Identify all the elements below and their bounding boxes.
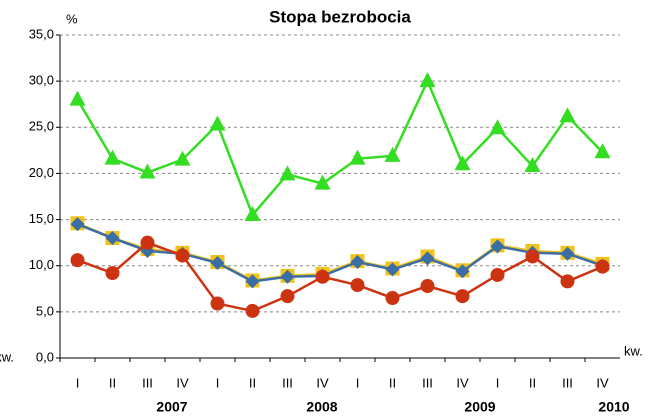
data-point <box>140 235 155 250</box>
data-point <box>455 289 470 304</box>
year-label: 2007 <box>156 399 187 415</box>
data-point <box>245 303 260 318</box>
series-line <box>77 223 603 283</box>
data-point <box>490 239 505 254</box>
series-line <box>76 78 604 218</box>
series-line <box>77 241 603 313</box>
y-tick-label: 20,0 <box>29 165 54 180</box>
data-point <box>315 269 330 284</box>
y-unit: % <box>66 11 78 26</box>
data-point <box>105 266 120 281</box>
data-point <box>524 157 541 173</box>
data-point <box>105 231 120 246</box>
y-tick-label: 15,0 <box>29 211 54 226</box>
y-tick-label: 10,0 <box>29 257 54 272</box>
data-point <box>454 155 471 171</box>
x-tick-label: III <box>562 375 573 390</box>
data-point <box>175 248 190 263</box>
x-unit-left: kw. <box>0 349 14 364</box>
data-point <box>455 264 470 279</box>
data-point <box>314 174 331 190</box>
data-point <box>104 149 121 165</box>
data-point <box>349 149 366 165</box>
data-point <box>280 269 295 284</box>
data-point <box>210 296 225 311</box>
year-label: 2009 <box>464 399 495 415</box>
y-tick-label: 35,0 <box>29 26 54 41</box>
data-point <box>525 249 540 264</box>
y-tick-label: 25,0 <box>29 119 54 134</box>
data-point <box>209 115 226 131</box>
x-tick-label: I <box>216 375 220 390</box>
x-tick-label: IV <box>456 375 469 390</box>
x-tick-label: I <box>76 375 80 390</box>
data-point <box>69 90 86 106</box>
data-point <box>244 205 261 221</box>
data-point <box>489 119 506 135</box>
year-label: 2010 <box>598 399 629 415</box>
x-tick-label: II <box>529 375 536 390</box>
data-point <box>350 278 365 293</box>
x-unit: kw. <box>624 343 643 358</box>
data-point <box>490 267 505 282</box>
x-tick-label: II <box>389 375 396 390</box>
data-point <box>595 259 610 274</box>
data-point <box>174 150 191 166</box>
data-point <box>70 253 85 268</box>
data-point <box>210 255 225 270</box>
data-point <box>419 72 436 88</box>
data-point <box>385 262 400 277</box>
y-tick-label: 5,0 <box>36 303 54 318</box>
data-point <box>280 289 295 304</box>
x-tick-label: II <box>249 375 256 390</box>
y-tick-label: 0,0 <box>36 349 54 364</box>
x-tick-label: II <box>109 375 116 390</box>
series-line <box>77 222 603 282</box>
x-tick-label: I <box>496 375 500 390</box>
x-tick-label: III <box>282 375 293 390</box>
data-point <box>350 255 365 270</box>
data-point <box>384 146 401 162</box>
data-point <box>560 246 575 261</box>
x-tick-label: IV <box>596 375 609 390</box>
data-point <box>70 217 85 232</box>
data-point <box>559 107 576 123</box>
data-point <box>385 291 400 306</box>
data-point <box>279 165 296 181</box>
y-tick-label: 30,0 <box>29 73 54 88</box>
x-tick-label: IV <box>176 375 189 390</box>
data-point <box>139 163 156 179</box>
x-tick-label: IV <box>316 375 329 390</box>
data-point <box>420 279 435 294</box>
x-tick-label: I <box>356 375 360 390</box>
data-point <box>245 274 260 289</box>
data-point <box>560 274 575 289</box>
x-tick-label: III <box>422 375 433 390</box>
x-tick-label: III <box>142 375 153 390</box>
data-point <box>420 251 435 266</box>
chart-title: Stopa bezrobocia <box>269 7 411 26</box>
data-point <box>594 143 611 159</box>
year-label: 2008 <box>306 399 337 415</box>
